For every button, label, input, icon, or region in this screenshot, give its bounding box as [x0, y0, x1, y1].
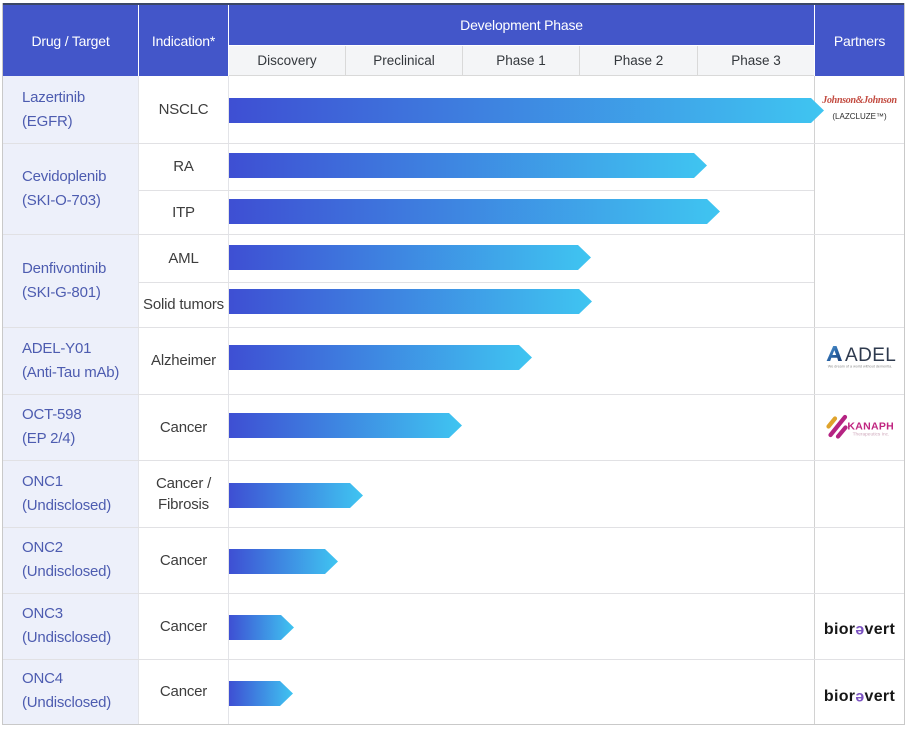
svg-text:KANAPH: KANAPH [847, 421, 894, 433]
svg-text:Therapeutics Inc.: Therapeutics Inc. [853, 432, 890, 438]
